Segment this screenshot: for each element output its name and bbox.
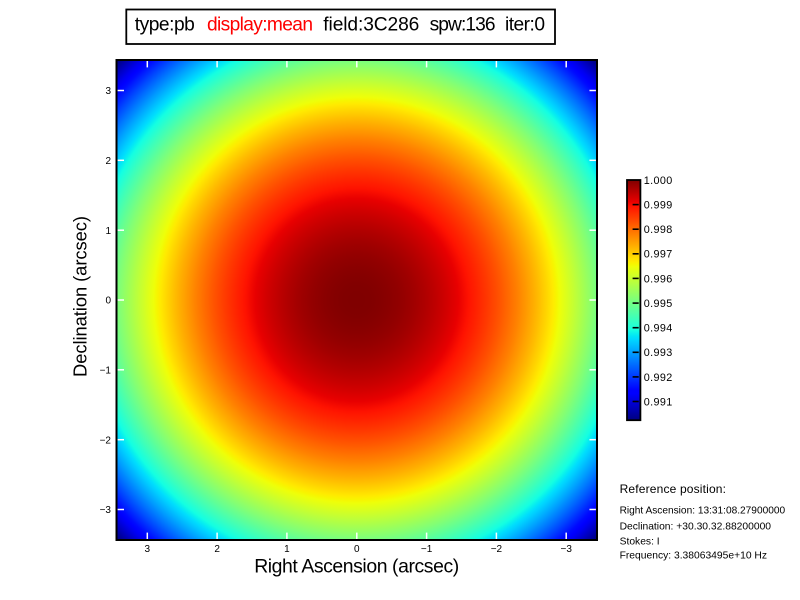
svg-text:Frequency: 3.38063495e+10 Hz: Frequency: 3.38063495e+10 Hz bbox=[620, 551, 767, 562]
svg-text:Stokes: I: Stokes: I bbox=[620, 537, 660, 548]
svg-text:Right Ascension (arcsec): Right Ascension (arcsec) bbox=[254, 556, 459, 578]
svg-text:−3: −3 bbox=[100, 505, 112, 516]
svg-text:0: 0 bbox=[105, 296, 111, 307]
svg-text:0.997: 0.997 bbox=[644, 249, 673, 261]
svg-text:Declination (arcsec): Declination (arcsec) bbox=[70, 216, 91, 377]
svg-text:iter:0: iter:0 bbox=[505, 15, 545, 36]
svg-text:0.993: 0.993 bbox=[644, 347, 673, 359]
svg-text:−2: −2 bbox=[100, 435, 112, 446]
svg-text:type:pb: type:pb bbox=[135, 15, 195, 36]
svg-text:−2: −2 bbox=[491, 544, 503, 555]
svg-text:0: 0 bbox=[354, 544, 360, 555]
svg-text:2: 2 bbox=[105, 156, 111, 167]
svg-text:−1: −1 bbox=[100, 366, 112, 377]
svg-text:3: 3 bbox=[145, 544, 151, 555]
svg-text:1: 1 bbox=[105, 226, 111, 237]
svg-text:0.996: 0.996 bbox=[644, 273, 673, 285]
svg-text:spw:136: spw:136 bbox=[430, 15, 496, 36]
svg-text:−1: −1 bbox=[421, 544, 433, 555]
svg-text:0.998: 0.998 bbox=[644, 224, 673, 236]
svg-text:field:3C286: field:3C286 bbox=[323, 15, 419, 36]
svg-text:0.992: 0.992 bbox=[644, 372, 673, 384]
svg-text:1.000: 1.000 bbox=[644, 175, 673, 187]
svg-text:0.994: 0.994 bbox=[644, 323, 673, 335]
svg-text:0.999: 0.999 bbox=[644, 200, 673, 212]
svg-text:0.991: 0.991 bbox=[644, 396, 673, 408]
svg-text:Declination: +30.30.32.8820000: Declination: +30.30.32.88200000 bbox=[620, 522, 772, 533]
svg-text:Reference position:: Reference position: bbox=[620, 482, 726, 496]
svg-text:2: 2 bbox=[214, 544, 220, 555]
svg-text:0.995: 0.995 bbox=[644, 298, 673, 310]
svg-text:1: 1 bbox=[284, 544, 290, 555]
svg-text:−3: −3 bbox=[560, 544, 572, 555]
svg-text:display:mean: display:mean bbox=[207, 15, 313, 36]
svg-text:3: 3 bbox=[105, 86, 111, 97]
svg-text:Right Ascension: 13:31:08.2790: Right Ascension: 13:31:08.27900000 bbox=[620, 506, 786, 517]
